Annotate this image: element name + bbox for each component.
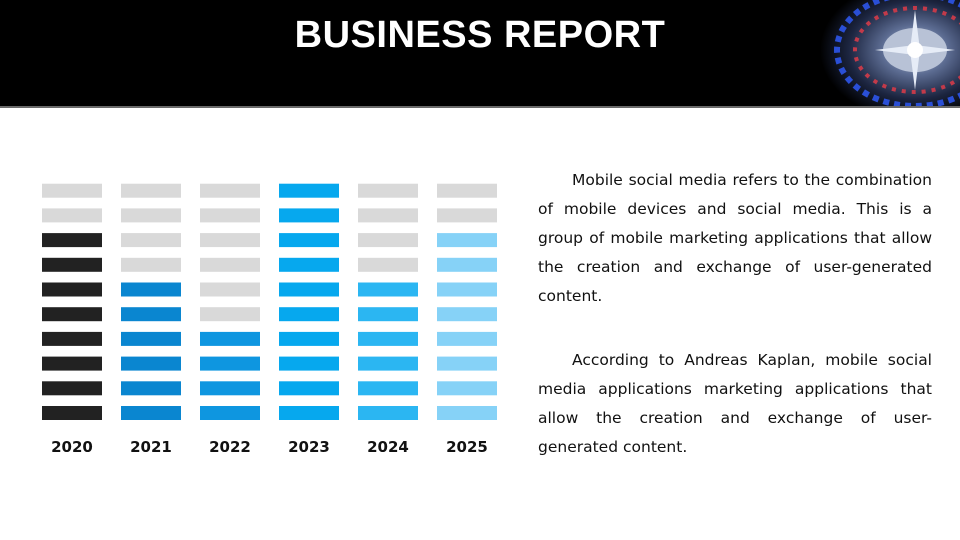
bar-segment-empty-2024 xyxy=(358,208,418,223)
bar-segment-filled-2021 xyxy=(121,331,181,346)
x-tick-label-2024: 2024 xyxy=(367,438,409,456)
bar-segment-empty-2022 xyxy=(200,208,260,223)
bar-segment-empty-2022 xyxy=(200,183,260,198)
bar-segment-empty-2021 xyxy=(121,208,181,223)
bar-segment-empty-2021 xyxy=(121,257,181,272)
bar-segment-filled-2020 xyxy=(42,331,102,346)
description-text: Mobile social media refers to the combin… xyxy=(538,166,932,462)
bar-2022 xyxy=(200,183,260,420)
bar-segment-filled-2020 xyxy=(42,356,102,371)
bar-segment-filled-2024 xyxy=(358,331,418,346)
paragraph-1: Mobile social media refers to the combin… xyxy=(538,171,932,305)
bar-segment-filled-2022 xyxy=(200,356,260,371)
x-tick-label-2021: 2021 xyxy=(130,438,172,456)
bar-segment-filled-2025 xyxy=(437,381,497,396)
bar-segment-filled-2023 xyxy=(279,331,339,346)
bar-segment-empty-2021 xyxy=(121,183,181,198)
bar-segment-filled-2023 xyxy=(279,233,339,248)
bar-segment-filled-2024 xyxy=(358,406,418,420)
x-tick-label-2022: 2022 xyxy=(209,438,251,456)
bar-segment-filled-2020 xyxy=(42,257,102,272)
bar-segment-filled-2023 xyxy=(279,208,339,223)
bar-segment-filled-2020 xyxy=(42,307,102,322)
bar-2023 xyxy=(279,183,339,420)
bar-segment-filled-2024 xyxy=(358,356,418,371)
bar-segment-filled-2021 xyxy=(121,406,181,420)
x-tick-label-2023: 2023 xyxy=(288,438,330,456)
bar-segment-empty-2020 xyxy=(42,183,102,198)
bar-segment-filled-2025 xyxy=(437,257,497,272)
bar-segment-empty-2025 xyxy=(437,183,497,198)
bar-segment-filled-2023 xyxy=(279,257,339,272)
x-tick-label-2020: 2020 xyxy=(51,438,93,456)
bar-2024 xyxy=(358,183,418,420)
bar-segment-filled-2024 xyxy=(358,282,418,297)
bar-segment-empty-2022 xyxy=(200,233,260,248)
bar-segment-filled-2021 xyxy=(121,307,181,322)
bar-segment-filled-2022 xyxy=(200,381,260,396)
bar-segment-empty-2020 xyxy=(42,208,102,223)
bar-2021 xyxy=(121,183,181,420)
bar-segment-filled-2022 xyxy=(200,406,260,420)
paragraph-2: According to Andreas Kaplan, mobile soci… xyxy=(538,351,932,456)
header-bar: BUSINESS REPORT xyxy=(0,0,960,108)
bar-segment-filled-2023 xyxy=(279,307,339,322)
bar-segment-filled-2020 xyxy=(42,282,102,297)
bar-segment-filled-2020 xyxy=(42,381,102,396)
bar-segment-empty-2022 xyxy=(200,307,260,322)
bar-segment-empty-2022 xyxy=(200,257,260,272)
bar-segment-filled-2024 xyxy=(358,381,418,396)
bar-segment-filled-2025 xyxy=(437,406,497,420)
bar-2025 xyxy=(437,183,497,420)
bar-segment-filled-2023 xyxy=(279,183,339,198)
bar-segment-filled-2024 xyxy=(358,307,418,322)
bar-segment-empty-2024 xyxy=(358,183,418,198)
bar-segment-filled-2021 xyxy=(121,381,181,396)
bar-segment-empty-2024 xyxy=(358,233,418,248)
bar-segment-empty-2021 xyxy=(121,233,181,248)
bar-segment-filled-2023 xyxy=(279,356,339,371)
bar-segment-filled-2023 xyxy=(279,282,339,297)
x-tick-label-2025: 2025 xyxy=(446,438,488,456)
bar-segment-filled-2025 xyxy=(437,282,497,297)
bar-segment-filled-2023 xyxy=(279,406,339,420)
bar-segment-filled-2021 xyxy=(121,356,181,371)
bar-segment-empty-2024 xyxy=(358,257,418,272)
bar-segment-filled-2021 xyxy=(121,282,181,297)
bar-segment-filled-2025 xyxy=(437,356,497,371)
bar-2020 xyxy=(42,183,102,420)
bar-segment-filled-2025 xyxy=(437,331,497,346)
bar-segment-filled-2025 xyxy=(437,307,497,322)
segmented-bar-chart: 2020 2021 2022 2023 2024 2025 xyxy=(42,183,497,456)
bar-segment-filled-2023 xyxy=(279,381,339,396)
slide-title: BUSINESS REPORT xyxy=(294,14,666,56)
bar-segment-filled-2020 xyxy=(42,406,102,420)
roulette-wheel-image xyxy=(820,0,960,106)
bar-segment-filled-2022 xyxy=(200,331,260,346)
bar-segment-empty-2025 xyxy=(437,208,497,223)
bar-segment-empty-2022 xyxy=(200,282,260,297)
bar-segment-filled-2025 xyxy=(437,233,497,248)
bar-segment-filled-2020 xyxy=(42,233,102,248)
